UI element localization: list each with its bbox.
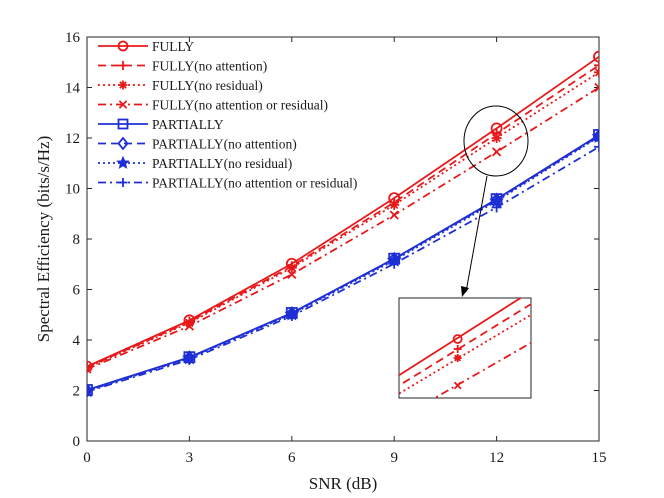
data-point	[389, 258, 400, 269]
legend-label: PARTIALLY	[152, 117, 224, 132]
series-3	[87, 82, 599, 374]
legend-label: FULLY	[152, 39, 194, 54]
legend-entry-4: PARTIALLY	[98, 117, 224, 132]
legend-label: FULLY(no residual)	[152, 78, 263, 93]
y-tick-label: 8	[73, 232, 81, 248]
data-point	[286, 311, 297, 322]
legend-marker	[118, 80, 128, 90]
inset-layer	[399, 298, 531, 398]
data-point	[389, 210, 399, 220]
legend-entry-0: FULLY	[98, 39, 194, 54]
data-point	[491, 202, 502, 213]
series-line	[87, 135, 599, 392]
x-tick-label: 15	[592, 450, 607, 466]
data-point	[184, 354, 195, 365]
data-point	[591, 128, 599, 144]
legend-entry-6: PARTIALLY(no residual)	[98, 155, 292, 171]
legend-marker	[117, 40, 129, 52]
data-point	[491, 147, 502, 157]
y-tick-label: 16	[65, 30, 81, 46]
y-tick-label: 6	[73, 283, 81, 299]
inset-data-point	[453, 345, 462, 353]
inset-box	[398, 297, 532, 399]
series-layer	[87, 50, 599, 398]
zoom-ellipse	[463, 105, 529, 177]
legend-marker	[116, 155, 130, 169]
x-tick-label: 3	[186, 450, 194, 466]
x-tick-label: 0	[83, 450, 91, 466]
data-point	[184, 321, 195, 331]
inset-series-3	[432, 341, 531, 398]
axis-ticks: 0 3 6 9 12 15 0 2 4 6 8 10 12 14 16	[65, 30, 607, 466]
legend-entry-3: FULLY(no attention or residual)	[98, 98, 328, 113]
legend-label: FULLY(no attention or residual)	[152, 98, 328, 113]
data-point	[87, 386, 92, 397]
data-point	[87, 364, 92, 374]
zoom-arrow	[465, 175, 488, 293]
inset-data-point	[453, 354, 462, 362]
legend-entry-2: FULLY(no residual)	[98, 78, 263, 93]
legend-label: FULLY(no attention)	[152, 59, 267, 74]
inset-data-point	[453, 381, 462, 390]
y-tick-label: 12	[65, 131, 80, 147]
zoom-arrowhead	[461, 286, 469, 297]
y-tick-label: 14	[65, 81, 81, 97]
series-7	[87, 141, 599, 397]
legend-marker	[117, 136, 129, 151]
series-line	[87, 86, 599, 370]
inset-series-0	[399, 298, 523, 377]
x-tick-label: 6	[288, 450, 296, 466]
y-tick-label: 10	[65, 182, 80, 198]
data-point	[594, 67, 599, 78]
inset-series-1	[399, 303, 531, 387]
data-point	[286, 262, 297, 273]
series-line	[87, 55, 599, 368]
series-line	[87, 64, 599, 369]
y-tick-label: 2	[73, 384, 81, 400]
legend-label: PARTIALLY(no residual)	[152, 156, 292, 171]
legend: FULLY FULLY(no attention) FULLY(no residua…	[98, 39, 357, 191]
data-point	[491, 133, 502, 143]
y-tick-label: 4	[73, 333, 81, 349]
inset-series-line	[399, 298, 523, 377]
legend-marker	[118, 178, 128, 187]
x-tick-label: 9	[390, 450, 398, 466]
data-point	[287, 269, 297, 279]
legend-entry-5: PARTIALLY(no attention)	[98, 137, 297, 152]
data-point	[592, 128, 599, 144]
inset-data-point	[452, 334, 463, 344]
legend-label: PARTIALLY(no attention)	[152, 137, 297, 152]
inset-series-2	[399, 313, 531, 395]
series-line	[87, 135, 599, 392]
legend-entry-1: FULLY(no attention)	[98, 59, 267, 74]
legend-label: PARTIALLY(no attention or residual)	[152, 176, 357, 191]
data-point	[594, 82, 599, 93]
data-point	[593, 50, 599, 63]
legend-marker	[118, 61, 128, 70]
series-line	[87, 146, 599, 393]
x-tick-label: 12	[489, 450, 504, 466]
y-tick-label: 0	[73, 434, 81, 450]
data-point	[594, 60, 599, 71]
data-point	[594, 141, 599, 152]
data-point	[389, 199, 400, 210]
legend-entry-7: PARTIALLY(no attention or residual)	[98, 176, 357, 191]
y-axis-label: Spectral Efficiency (bits/s/Hz)	[34, 136, 53, 342]
legend-marker	[118, 100, 128, 109]
legend-marker	[117, 118, 129, 130]
series-line	[87, 71, 599, 369]
x-axis-label: SNR (dB)	[309, 474, 377, 493]
